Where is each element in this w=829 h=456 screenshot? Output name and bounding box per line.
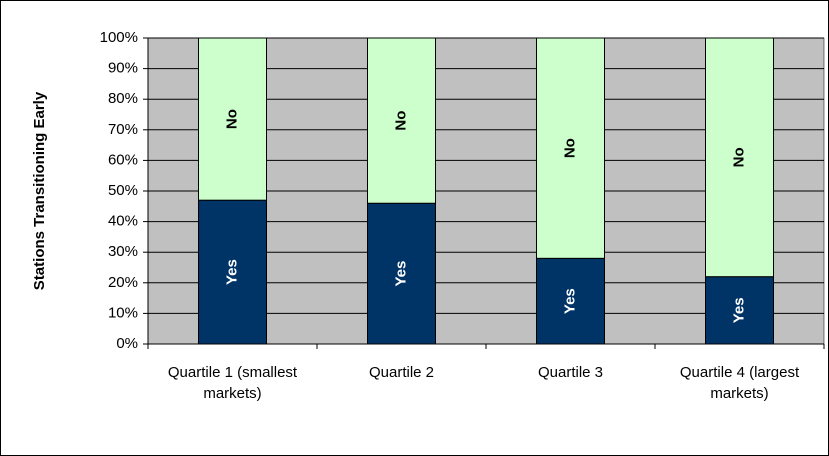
x-tick-label: Quartile 2 <box>368 364 435 381</box>
y-tick-label: 80% <box>108 90 138 107</box>
y-tick-label: 60% <box>108 151 138 168</box>
segment-label: Yes <box>561 288 578 314</box>
bar-segment <box>536 37 605 259</box>
segment-label: Yes <box>223 259 240 285</box>
bar-segment <box>705 37 774 278</box>
y-tick-label: 90% <box>108 60 138 77</box>
bar-segment <box>367 202 436 345</box>
bar-segment <box>198 199 267 345</box>
segment-label: Yes <box>730 297 747 323</box>
y-tick-label: 20% <box>108 274 138 291</box>
y-tick-label: 70% <box>108 121 138 138</box>
plot-border <box>147 37 825 345</box>
x-tick-label: Quartile 1 (smallest markets) <box>167 364 298 402</box>
segment-label: No <box>730 147 747 167</box>
y-tick-label: 100% <box>100 29 138 46</box>
y-tick-label: 40% <box>108 213 138 230</box>
segment-label: No <box>561 138 578 158</box>
x-tick-label: Quartile 4 (largest markets) <box>679 364 800 402</box>
bar-segment <box>198 37 267 201</box>
y-tick-label: 30% <box>108 243 138 260</box>
segment-label: No <box>392 111 409 131</box>
x-tick-label: Quartile 3 <box>537 364 604 381</box>
segment-label: Yes <box>392 261 409 287</box>
bar-segment <box>536 257 605 345</box>
y-axis-label: Stations Transitioning Early <box>31 91 48 290</box>
y-tick-label: 50% <box>108 182 138 199</box>
y-tick-label: 0% <box>116 335 138 352</box>
segment-label: No <box>223 109 240 129</box>
bar-segment <box>705 276 774 345</box>
y-tick-label: 10% <box>108 304 138 321</box>
